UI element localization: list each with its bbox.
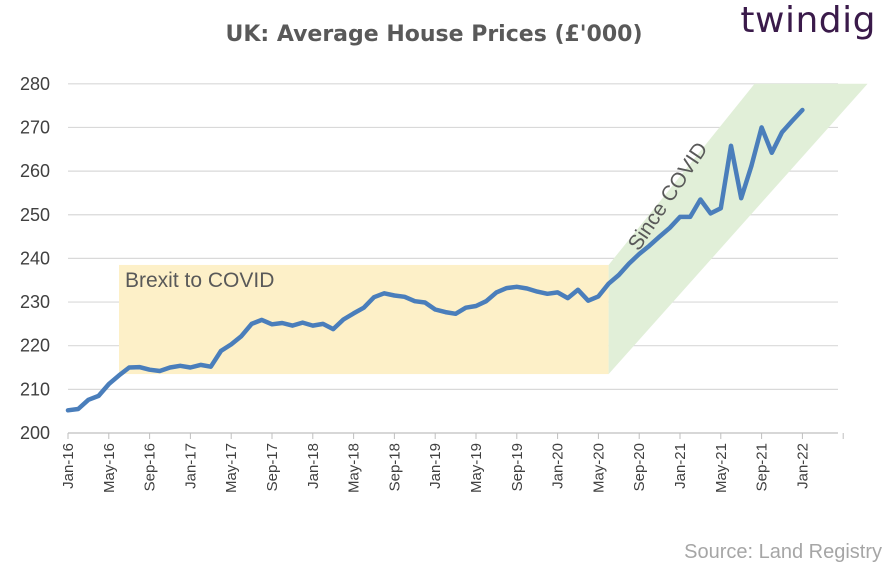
- chart-title: UK: Average House Prices (£'000): [225, 22, 643, 47]
- y-tick-label: 250: [20, 205, 50, 225]
- house-price-line: [65, 107, 805, 413]
- source-note: Source: Land Registry: [684, 541, 882, 563]
- y-tick-label: 270: [20, 117, 50, 137]
- x-tick-label: Jan-21: [672, 443, 689, 489]
- x-tick-label: Jan-19: [427, 443, 444, 489]
- axes: [67, 432, 844, 439]
- y-tick-label: 200: [20, 423, 50, 443]
- x-tick-label: May-17: [223, 443, 240, 493]
- x-tick-label: Sep-21: [754, 443, 771, 491]
- since-covid-band: [608, 83, 868, 375]
- x-tick-label: Sep-19: [509, 443, 526, 491]
- x-tick-label: Jan-22: [794, 443, 811, 489]
- y-tick-label: 210: [20, 379, 50, 399]
- x-tick-label: Sep-20: [631, 443, 648, 491]
- y-tick-label: 240: [20, 248, 50, 268]
- x-tick-label: May-18: [346, 443, 363, 493]
- x-tick-label: Sep-17: [264, 443, 281, 491]
- x-tick-label: May-16: [101, 443, 118, 493]
- x-tick-label: May-19: [468, 443, 485, 493]
- x-tick-label: Sep-18: [386, 443, 403, 491]
- y-tick-label: 220: [20, 336, 50, 356]
- x-tick-label: Sep-16: [142, 443, 159, 491]
- x-tick-label: Jan-17: [182, 443, 199, 489]
- x-tick-label: May-20: [590, 443, 607, 493]
- series-line-layer: [65, 107, 805, 413]
- y-tick-label: 230: [20, 292, 50, 312]
- x-tick-label: Jan-16: [60, 443, 77, 489]
- x-tick-label: May-21: [713, 443, 730, 493]
- x-tick-label: Jan-20: [550, 443, 567, 489]
- y-tick-label: 260: [20, 161, 50, 181]
- y-tick-label: 280: [20, 74, 50, 94]
- brexit-to-covid-box: [119, 264, 609, 375]
- brexit-to-covid-label: Brexit to COVID: [125, 269, 274, 292]
- x-tick-label: Jan-18: [305, 443, 322, 489]
- y-tick-labels: 200 210 220 230 240 250 260 270 280: [20, 74, 50, 443]
- annotation-shading: [119, 83, 868, 375]
- x-tick-labels: Jan-16 May-16 Sep-16 Jan-17 May-17 Sep-17 Jan-…: [60, 443, 811, 493]
- twindig-logo: twindig: [740, 0, 876, 41]
